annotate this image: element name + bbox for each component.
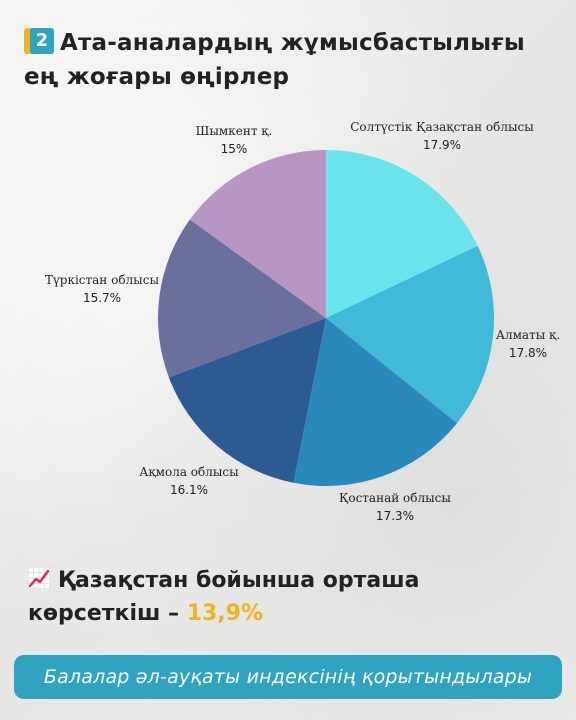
slice-label: Қостанай облысы 17.3% — [339, 489, 451, 525]
slice-label-value: 17.3% — [375, 509, 415, 523]
average-text-line-2: көрсеткіш – — [28, 601, 180, 626]
slice-label: Ақмола облысы 16.1% — [139, 463, 238, 499]
slice-label: Алматы қ. 17.8% — [496, 326, 560, 362]
average-text-line-1: Қазақстан бойынша орташа — [58, 568, 420, 593]
pie-slice — [189, 150, 326, 318]
slice-label-value: 17.8% — [508, 346, 548, 360]
title-line-2: ең жоғары өңірлер — [24, 64, 290, 90]
title-line-1: Ата-аналардың жұмысбастылығы — [60, 30, 525, 56]
slice-label-value: 17.9% — [422, 138, 462, 152]
average-indicator: Қазақстан бойынша орташа көрсеткіш – 13,… — [27, 564, 420, 630]
slice-label-name: Түркістан облысы — [44, 273, 160, 287]
slice-label: Түркістан облысы 15.7% — [45, 271, 159, 307]
pie-chart — [158, 150, 494, 486]
number-badge: 2 — [24, 26, 54, 56]
slice-label-name: Солтүстік Қазақстан облысы — [350, 120, 534, 134]
slice-label-name: Ақмола облысы — [139, 465, 239, 479]
pie-slice — [326, 150, 478, 318]
header: 2 Ата-аналардың жұмысбастылығы ең жоғары… — [24, 26, 554, 94]
average-value: 13,9% — [186, 601, 264, 626]
chart-increasing-icon — [27, 566, 51, 590]
slice-label: Солтүстік Қазақстан облысы 17.9% — [350, 118, 534, 154]
pie-slice — [168, 318, 326, 483]
slice-label-value: 15.7% — [82, 291, 122, 305]
slice-label-name: Шымкент қ. — [195, 124, 273, 138]
pie-slice — [326, 245, 494, 424]
footer-banner: Балалар әл-ауқаты индексінің қорытындыла… — [14, 655, 562, 699]
page-title: 2 Ата-аналардың жұмысбастылығы ең жоғары… — [24, 26, 554, 94]
slice-label: Шымкент қ. 15% — [196, 122, 273, 158]
badge-number: 2 — [30, 28, 54, 54]
pie-slice — [293, 318, 457, 486]
pie-slice — [158, 219, 326, 378]
slice-label-value: 15% — [220, 142, 248, 156]
slice-label-name: Алматы қ. — [495, 328, 561, 342]
slice-label-name: Қостанай облысы — [339, 491, 451, 505]
slice-label-value: 16.1% — [169, 483, 209, 497]
